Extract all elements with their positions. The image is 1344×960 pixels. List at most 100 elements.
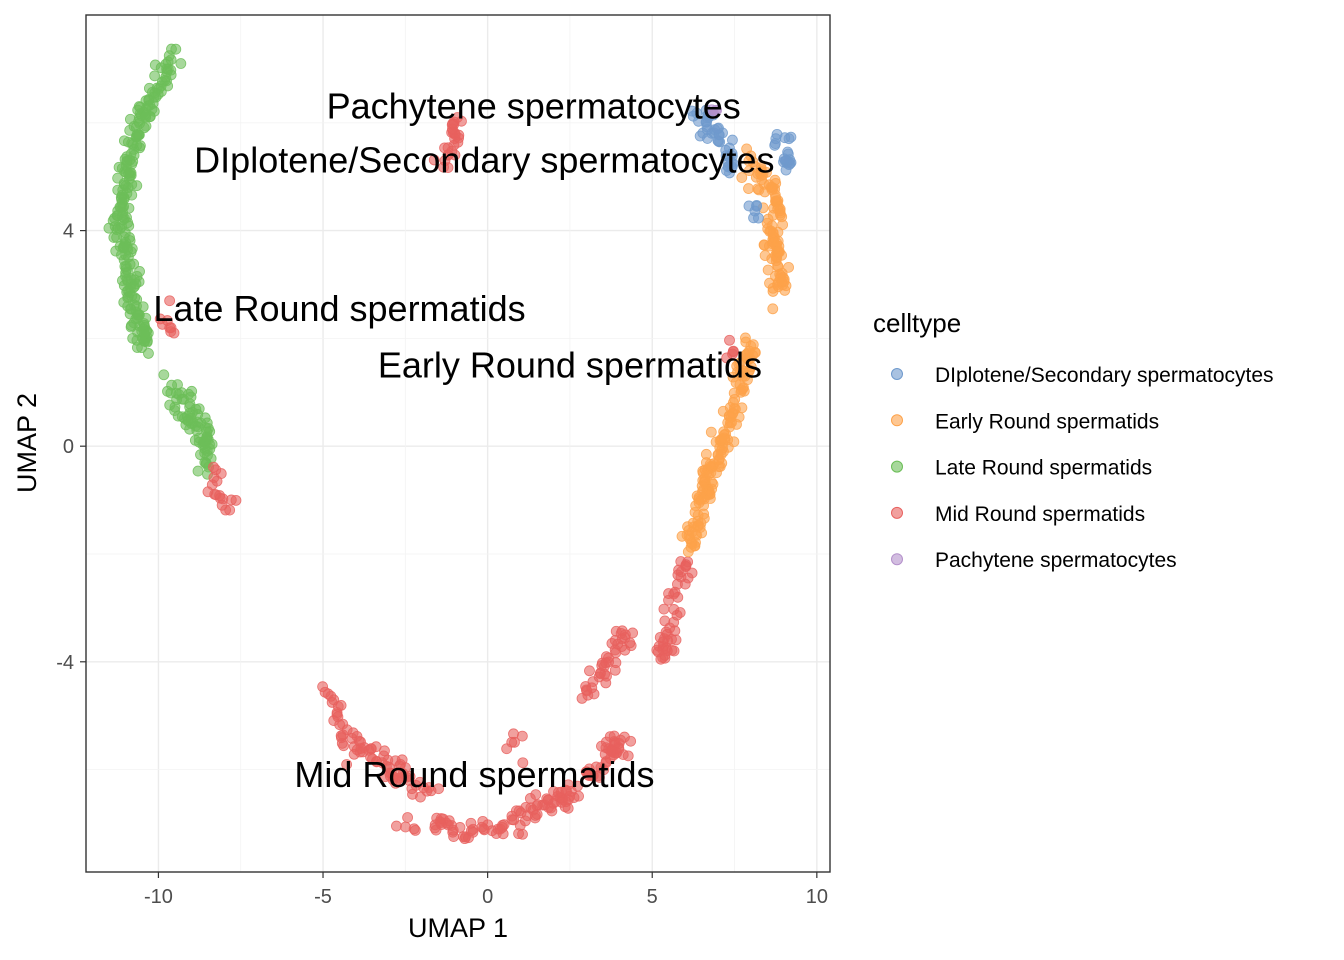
data-point xyxy=(122,136,134,148)
data-point xyxy=(762,264,774,276)
data-point xyxy=(176,393,188,405)
data-point xyxy=(672,578,683,590)
data-point xyxy=(492,823,504,835)
data-point xyxy=(767,303,779,315)
data-point xyxy=(216,499,228,511)
data-point xyxy=(672,569,684,581)
cluster-label: Late Round spermatids xyxy=(153,288,525,329)
data-point xyxy=(357,746,369,758)
data-point xyxy=(517,757,529,769)
data-point xyxy=(532,799,544,811)
data-point xyxy=(671,609,683,621)
data-point xyxy=(743,183,754,194)
data-points xyxy=(103,43,797,845)
data-point xyxy=(394,760,405,772)
data-point xyxy=(697,467,709,479)
data-point xyxy=(143,348,154,359)
data-point xyxy=(143,82,155,94)
data-point xyxy=(415,791,426,803)
data-point xyxy=(184,401,196,413)
data-point xyxy=(132,104,144,116)
data-point xyxy=(425,785,437,797)
data-point xyxy=(120,267,132,279)
data-point xyxy=(347,727,359,739)
data-point xyxy=(181,411,193,422)
data-point xyxy=(704,458,716,470)
data-point xyxy=(446,145,458,157)
x-tick-label: -10 xyxy=(144,886,173,908)
data-point xyxy=(762,213,774,225)
data-point xyxy=(705,426,717,438)
x-tick-label: 5 xyxy=(647,886,658,908)
data-point xyxy=(740,332,751,344)
data-point xyxy=(604,731,616,743)
data-point xyxy=(683,530,695,542)
data-point xyxy=(453,129,465,141)
data-point xyxy=(437,813,449,825)
data-point xyxy=(727,134,738,146)
y-tick-label: 4 xyxy=(63,221,74,243)
data-point xyxy=(675,556,687,567)
data-point xyxy=(402,812,413,823)
data-point xyxy=(772,260,783,272)
data-point xyxy=(509,736,520,748)
x-tick-label: -5 xyxy=(314,886,332,908)
data-point xyxy=(741,143,753,155)
data-point xyxy=(573,790,584,802)
series-mid-round-spermatids xyxy=(154,112,739,845)
data-point xyxy=(730,377,742,388)
data-point xyxy=(769,138,781,149)
data-point xyxy=(743,365,755,377)
data-point xyxy=(117,211,128,222)
data-point xyxy=(768,236,779,248)
series-late-round-spermatids xyxy=(103,43,218,480)
data-point xyxy=(127,332,139,344)
cluster-annotations: Pachytene spermatocytes DIplotene/Seconda… xyxy=(153,86,774,795)
data-point xyxy=(615,734,626,746)
data-point xyxy=(745,340,757,352)
data-point xyxy=(113,161,125,173)
data-point xyxy=(152,88,164,100)
data-point xyxy=(202,449,213,461)
data-point xyxy=(612,638,624,650)
data-point xyxy=(166,379,178,391)
data-point xyxy=(774,207,786,219)
data-point xyxy=(691,107,703,119)
data-point xyxy=(735,386,747,398)
legend-label: Pachytene spermatocytes xyxy=(935,549,1177,572)
data-point xyxy=(193,436,205,448)
data-point xyxy=(143,93,155,105)
data-point xyxy=(659,615,671,627)
legend-label: DIplotene/Secondary spermatocytes xyxy=(935,364,1274,387)
data-point xyxy=(598,660,610,672)
data-point xyxy=(772,279,783,290)
data-point xyxy=(586,682,598,694)
data-point xyxy=(584,665,595,677)
data-point xyxy=(624,637,636,649)
data-point xyxy=(516,730,528,742)
data-point xyxy=(467,826,479,838)
data-point xyxy=(541,793,553,805)
data-point xyxy=(134,142,146,154)
data-point xyxy=(458,831,469,843)
data-point xyxy=(126,189,138,201)
y-tick-label: 0 xyxy=(63,436,74,458)
data-point xyxy=(736,402,748,414)
legend-key xyxy=(891,414,903,427)
data-point xyxy=(208,472,220,483)
data-point xyxy=(117,184,129,196)
data-point xyxy=(125,303,137,315)
x-axis-title: UMAP 1 xyxy=(408,913,508,943)
data-point xyxy=(749,205,761,217)
data-point xyxy=(447,118,459,130)
data-point xyxy=(447,824,459,836)
data-point xyxy=(663,588,674,599)
cluster-label: DIplotene/Secondary spermatocytes xyxy=(194,140,774,181)
data-point xyxy=(121,155,133,167)
legend-label: Mid Round spermatids xyxy=(935,503,1145,526)
data-point xyxy=(128,281,140,292)
legend-label: Early Round spermatids xyxy=(935,410,1159,433)
data-point xyxy=(175,58,187,69)
data-point xyxy=(743,165,755,177)
